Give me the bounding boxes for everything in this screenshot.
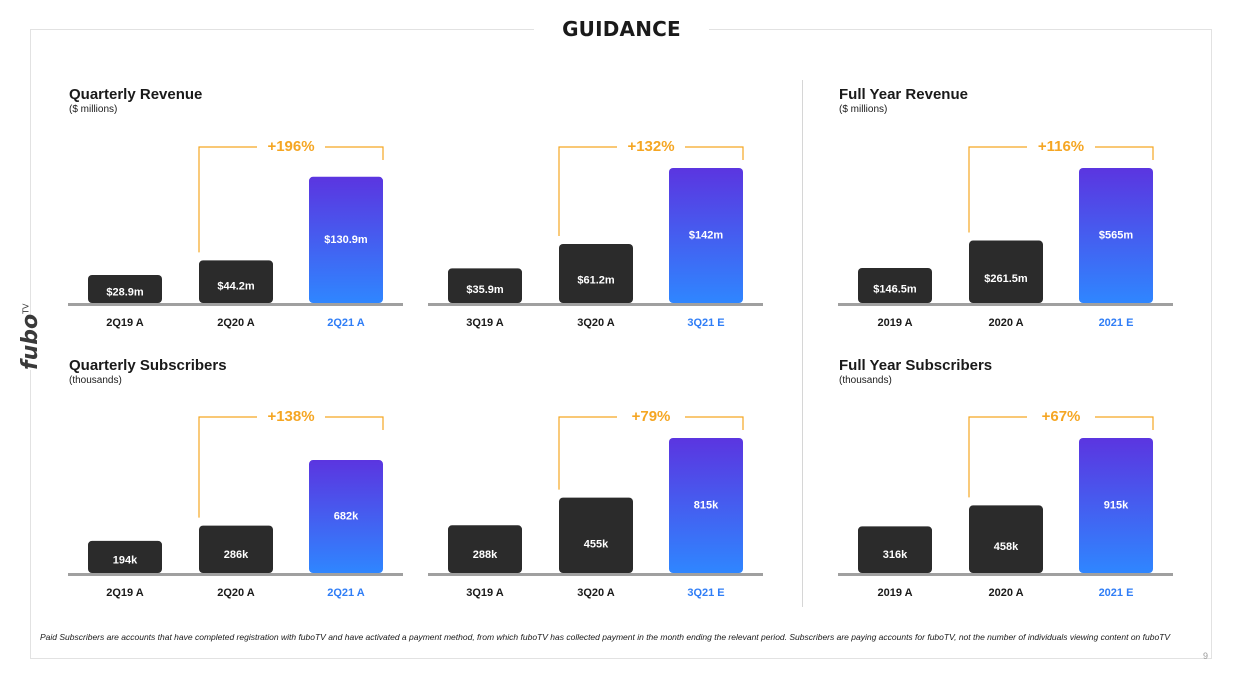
page-number: 9 — [1203, 651, 1209, 661]
bar-3q21-e — [669, 168, 743, 303]
bar-value-label: 815k — [694, 499, 719, 511]
bar-2q20-a — [199, 525, 273, 573]
category-label: 2020 A — [988, 587, 1023, 599]
bar-3q19-a — [448, 525, 522, 573]
bar-value-label: 316k — [883, 549, 908, 561]
bar-value-label: $130.9m — [324, 234, 368, 246]
chart-quarterly-revenue-q3: $35.9m 3Q19 A $61.2m 3Q20 A $142m 3Q21 E +132% — [428, 138, 763, 329]
growth-label: +138% — [267, 408, 314, 425]
category-label: 3Q19 A — [466, 587, 504, 599]
bar-3q20-a — [559, 243, 633, 303]
panel-unit-full-year-revenue: ($ millions) — [839, 104, 888, 115]
category-label: 2021 E — [1099, 317, 1134, 329]
chart-quarterly-revenue-q2: $28.9m 2Q19 A $44.2m 2Q20 A $130.9m 2Q21 A +19… — [68, 138, 403, 329]
category-label: 2020 A — [988, 317, 1023, 329]
bar-2020-a — [969, 505, 1043, 573]
panel-title-full-year-revenue: Full Year Revenue — [839, 86, 968, 103]
bar-2021-e — [1079, 438, 1153, 573]
category-label: 3Q20 A — [577, 317, 615, 329]
page-title: GUIDANCE — [0, 17, 1243, 41]
bar-2q20-a — [199, 260, 273, 303]
bar-value-label: 194k — [113, 555, 138, 567]
bar-2q19-a — [88, 275, 162, 303]
bar-2019-a — [858, 267, 932, 303]
category-label: 3Q21 E — [687, 587, 724, 599]
bar-value-label: $35.9m — [466, 284, 504, 296]
growth-label: +67% — [1042, 408, 1081, 425]
chart-quarterly-subscribers-q3: 288k 3Q19 A 455k 3Q20 A 815k 3Q21 E +79% — [428, 408, 763, 599]
chart-quarterly-subscribers-q2: 194k 2Q19 A 286k 2Q20 A 682k 2Q21 A +138% — [68, 408, 403, 599]
category-label: 2Q20 A — [217, 317, 255, 329]
chart-full-year-subscribers: 316k 2019 A 458k 2020 A 915k 2021 E +67% — [838, 408, 1173, 599]
bar-2019-a — [858, 526, 932, 573]
bar-value-label: 682k — [334, 510, 359, 522]
bar-value-label: $142m — [689, 229, 723, 241]
category-label: 2Q19 A — [106, 317, 144, 329]
category-label: 2Q20 A — [217, 587, 255, 599]
panel-unit-quarterly-subscribers: (thousands) — [69, 375, 122, 386]
category-label: 2021 E — [1099, 587, 1134, 599]
category-label: 2Q21 A — [327, 587, 365, 599]
bar-2q21-a — [309, 176, 383, 303]
panel-title-quarterly-subscribers: Quarterly Subscribers — [69, 357, 227, 374]
bar-2q19-a — [88, 540, 162, 573]
category-label: 2Q19 A — [106, 587, 144, 599]
category-label: 2Q21 A — [327, 317, 365, 329]
bar-value-label: $146.5m — [873, 284, 917, 296]
category-label: 2019 A — [877, 587, 912, 599]
bar-value-label: $61.2m — [577, 274, 615, 286]
bar-2021-e — [1079, 168, 1153, 303]
bar-2020-a — [969, 240, 1043, 303]
bar-3q21-e — [669, 438, 743, 573]
panel-unit-quarterly-revenue: ($ millions) — [69, 104, 118, 115]
bar-value-label: 286k — [224, 549, 249, 561]
bar-value-label: $565m — [1099, 229, 1133, 241]
category-label: 3Q20 A — [577, 587, 615, 599]
category-label: 3Q21 E — [687, 317, 724, 329]
growth-label: +116% — [1038, 138, 1084, 155]
bar-value-label: $261.5m — [984, 273, 1028, 285]
panel-divider — [802, 80, 803, 607]
bar-value-label: 288k — [473, 549, 498, 561]
category-label: 2019 A — [877, 317, 912, 329]
bar-3q19-a — [448, 268, 522, 303]
bar-2q21-a — [309, 460, 383, 573]
chart-full-year-revenue: $146.5m 2019 A $261.5m 2020 A $565m 2021 E +11… — [838, 138, 1173, 329]
panel-title-quarterly-revenue: Quarterly Revenue — [69, 86, 203, 103]
footnote: Paid Subscribers are accounts that have … — [40, 632, 1171, 642]
bar-value-label: $44.2m — [217, 281, 255, 293]
growth-label: +132% — [627, 138, 674, 155]
growth-bracket — [558, 146, 744, 236]
growth-bracket — [968, 416, 1154, 498]
bar-3q20-a — [559, 497, 633, 573]
category-label: 3Q19 A — [466, 317, 504, 329]
growth-bracket — [198, 416, 384, 518]
growth-bracket — [558, 416, 744, 490]
panel-unit-full-year-subscribers: (thousands) — [839, 375, 892, 386]
bar-value-label: $28.9m — [106, 286, 144, 298]
growth-bracket — [198, 146, 384, 253]
fubo-logo: fuboTV — [18, 304, 48, 370]
panel-title-full-year-subscribers: Full Year Subscribers — [839, 357, 993, 374]
growth-bracket — [968, 146, 1154, 233]
bar-value-label: 915k — [1104, 499, 1129, 511]
bar-value-label: 458k — [994, 541, 1019, 553]
growth-label: +196% — [267, 138, 314, 155]
growth-label: +79% — [632, 408, 671, 425]
bar-value-label: 455k — [584, 538, 609, 550]
